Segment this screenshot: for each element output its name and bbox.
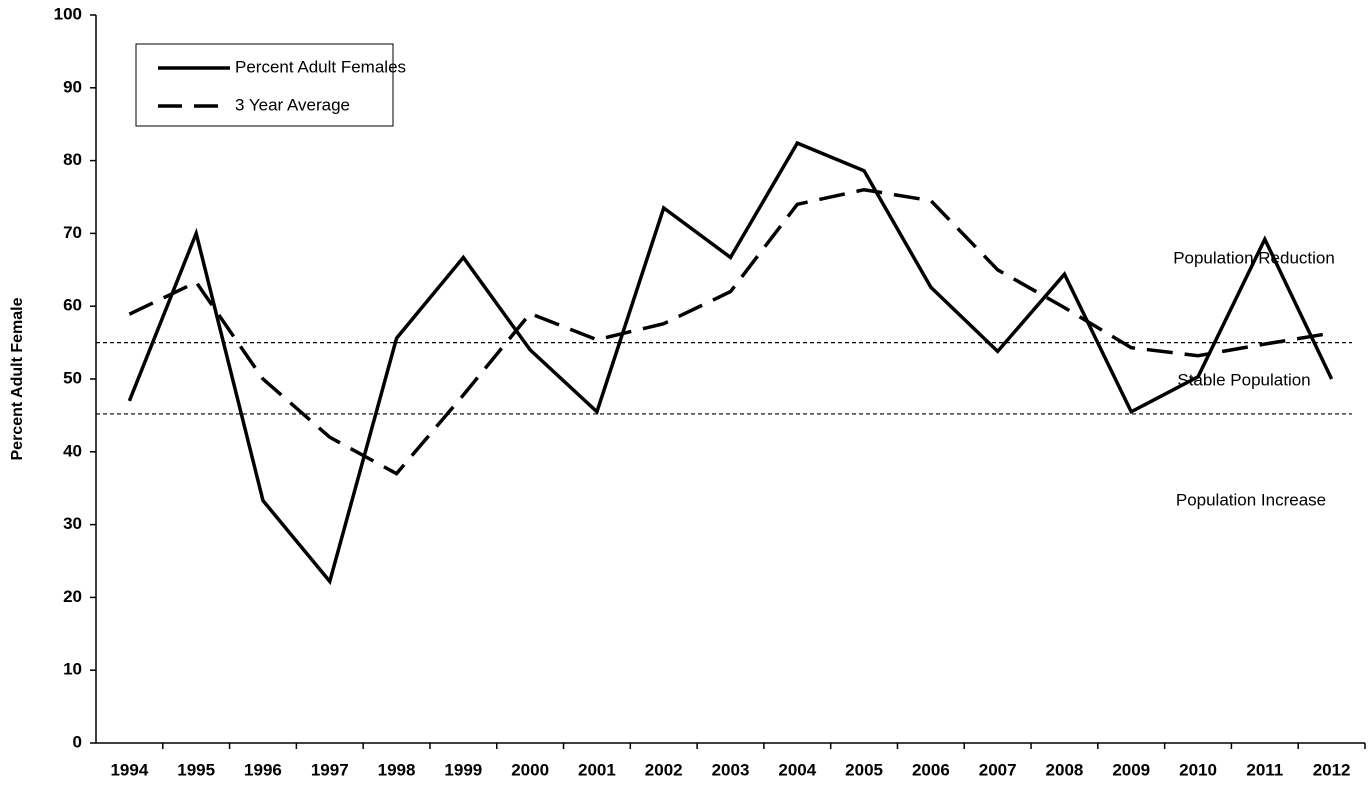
legend-label: 3 Year Average [235, 95, 350, 114]
x-tick-label: 2000 [511, 760, 549, 779]
x-tick-label: 2010 [1179, 760, 1217, 779]
x-tick-label: 1994 [110, 760, 148, 779]
x-tick-label: 1997 [311, 760, 349, 779]
y-tick-label: 10 [63, 660, 82, 679]
x-tick-label: 2012 [1313, 760, 1351, 779]
x-tick-label: 2008 [1046, 760, 1084, 779]
x-tick-label: 2006 [912, 760, 950, 779]
y-tick-label: 30 [63, 514, 82, 533]
y-tick-label: 100 [54, 4, 82, 23]
x-tick-label: 2003 [712, 760, 750, 779]
x-tick-label: 2009 [1112, 760, 1150, 779]
x-tick-label: 1999 [444, 760, 482, 779]
x-tick-label: 2007 [979, 760, 1017, 779]
x-tick-label: 1998 [378, 760, 416, 779]
annotation: Population Increase [1176, 490, 1326, 509]
y-axis-label: Percent Adult Female [9, 297, 26, 460]
x-tick-label: 2011 [1246, 760, 1283, 779]
y-tick-label: 90 [63, 77, 82, 96]
x-tick-label: 2004 [778, 760, 816, 779]
y-tick-label: 80 [63, 150, 82, 169]
x-tick-label: 1996 [244, 760, 282, 779]
y-tick-label: 40 [63, 441, 82, 460]
legend-label: Percent Adult Females [235, 57, 406, 76]
legend-box [135, 43, 394, 127]
y-tick-label: 0 [73, 732, 82, 751]
series-line [127, 140, 1334, 586]
x-tick-label: 2001 [578, 760, 616, 779]
x-tick-label: 1995 [177, 760, 215, 779]
x-tick-label: 2002 [645, 760, 683, 779]
y-tick-label: 20 [63, 587, 82, 606]
y-tick-label: 50 [63, 368, 82, 387]
annotation: Stable Population [1177, 370, 1310, 389]
y-tick-label: 60 [63, 296, 82, 315]
series-line [128, 187, 1332, 476]
x-tick-label: 2005 [845, 760, 883, 779]
y-tick-label: 70 [63, 223, 82, 242]
